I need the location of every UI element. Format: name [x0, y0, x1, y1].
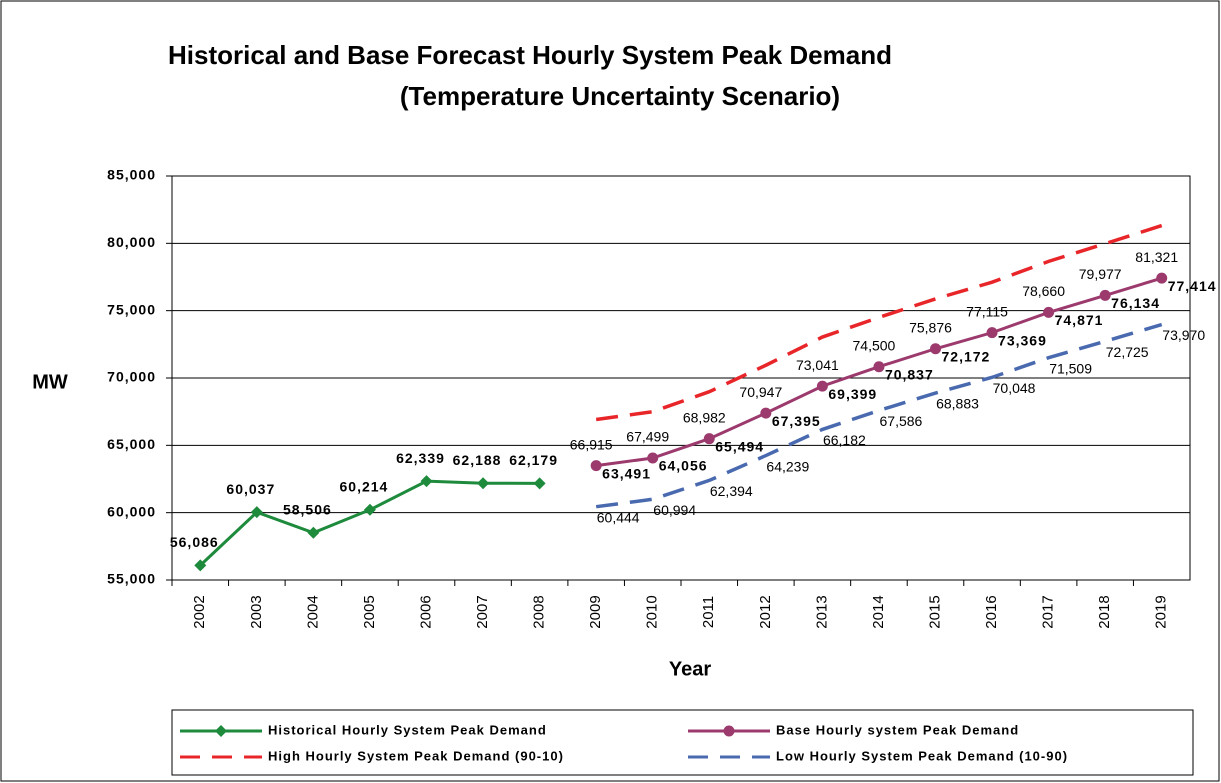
data-label: 58,506 — [283, 501, 332, 517]
data-label: 67,395 — [772, 413, 821, 429]
data-label: 70,048 — [993, 380, 1036, 396]
point-marker — [194, 559, 207, 572]
point-marker — [1043, 306, 1055, 318]
point-marker — [363, 503, 376, 516]
x-tick-label: 2016 — [983, 595, 1000, 628]
point-marker — [590, 460, 602, 472]
data-label: 60,994 — [653, 502, 696, 518]
data-label: 74,500 — [853, 337, 896, 353]
y-tick-label: 85,000 — [107, 167, 156, 183]
data-label: 73,041 — [796, 357, 839, 373]
legend-box — [171, 709, 1194, 776]
legend-label: Low Hourly System Peak Demand (10-90) — [776, 748, 1068, 763]
point-marker — [986, 327, 998, 339]
data-label: 65,494 — [715, 438, 764, 454]
data-label: 64,056 — [659, 458, 708, 474]
point-marker — [1099, 289, 1111, 301]
series-line — [595, 322, 1163, 509]
data-label: 60,214 — [340, 478, 389, 494]
data-label: 56,086 — [170, 534, 219, 550]
data-label: 78,660 — [1022, 283, 1065, 299]
x-tick-label: 2010 — [644, 595, 661, 628]
data-label: 72,725 — [1106, 344, 1149, 360]
point-marker — [930, 343, 941, 355]
point-marker — [873, 361, 885, 373]
x-tick-label: 2005 — [361, 595, 378, 628]
legend-label: Historical Hourly System Peak Demand — [268, 722, 547, 737]
point-marker — [250, 506, 263, 519]
data-label: 69,399 — [828, 386, 877, 402]
data-label: 76,134 — [1111, 295, 1160, 311]
x-tick-label: 2011 — [700, 596, 717, 628]
point-marker — [760, 407, 772, 419]
data-label: 77,115 — [966, 303, 1008, 319]
data-label: 62,394 — [710, 483, 753, 499]
x-tick-label: 2002 — [191, 595, 208, 628]
x-tick-label: 2019 — [1153, 595, 1170, 628]
data-label: 68,883 — [936, 396, 979, 412]
point-marker — [816, 380, 828, 392]
legend-marker — [215, 725, 227, 737]
x-axis-title: Year — [669, 658, 711, 680]
point-marker — [420, 475, 433, 488]
data-label: 75,876 — [909, 319, 952, 335]
data-label: 67,499 — [626, 429, 669, 445]
x-tick-label: 2015 — [926, 595, 943, 628]
x-tick-label: 2003 — [248, 595, 265, 628]
x-tick-label: 2007 — [474, 595, 491, 628]
legend-label: Base Hourly system Peak Demand — [776, 722, 1019, 737]
x-tick-label: 2013 — [813, 595, 830, 628]
data-label: 79,977 — [1079, 266, 1122, 282]
data-label: 72,172 — [942, 348, 991, 364]
x-tick-label: 2009 — [587, 595, 604, 628]
data-label: 70,947 — [739, 384, 782, 400]
data-label: 73,970 — [1162, 327, 1205, 343]
y-tick-label: 55,000 — [107, 571, 156, 587]
y-tick-label: 60,000 — [107, 503, 156, 519]
data-label: 63,491 — [602, 465, 651, 481]
point-marker — [647, 452, 659, 464]
y-tick-label: 75,000 — [107, 301, 156, 317]
point-marker — [703, 433, 715, 445]
x-tick-label: 2018 — [1096, 595, 1113, 628]
point-marker — [1156, 272, 1168, 284]
legend-label: High Hourly System Peak Demand (90-10) — [268, 748, 564, 763]
data-label: 67,586 — [880, 413, 923, 429]
data-label: 66,182 — [823, 432, 866, 448]
data-label: 62,179 — [509, 452, 558, 468]
point-marker — [307, 526, 320, 539]
x-tick-label: 2004 — [304, 595, 321, 628]
data-label: 62,188 — [453, 452, 502, 468]
data-label: 68,982 — [683, 409, 726, 425]
data-label: 64,239 — [766, 458, 809, 474]
data-label: 60,037 — [226, 481, 275, 497]
x-tick-label: 2012 — [757, 595, 774, 628]
point-marker — [533, 477, 546, 490]
point-marker — [477, 477, 490, 490]
y-tick-label: 70,000 — [107, 369, 156, 385]
data-label: 62,339 — [396, 450, 445, 466]
chart-title: Historical and Base Forecast Hourly Syst… — [168, 40, 892, 70]
data-label: 70,837 — [885, 366, 934, 382]
data-label: 66,915 — [570, 436, 613, 452]
data-label: 73,369 — [998, 332, 1047, 348]
data-label: 77,414 — [1168, 278, 1217, 294]
y-axis-title: MW — [32, 371, 68, 393]
x-tick-label: 2017 — [1040, 595, 1057, 628]
x-tick-label: 2008 — [531, 595, 548, 628]
x-tick-label: 2014 — [870, 595, 887, 628]
data-label: 74,871 — [1055, 312, 1104, 328]
y-tick-label: 65,000 — [107, 436, 156, 452]
x-tick-label: 2006 — [417, 595, 434, 628]
data-label: 81,321 — [1135, 249, 1178, 265]
data-label: 71,509 — [1049, 360, 1092, 376]
chart-subtitle: (Temperature Uncertainty Scenario) — [400, 81, 840, 111]
y-tick-label: 80,000 — [107, 234, 156, 250]
legend-marker — [723, 725, 735, 737]
data-label: 60,444 — [597, 509, 640, 525]
